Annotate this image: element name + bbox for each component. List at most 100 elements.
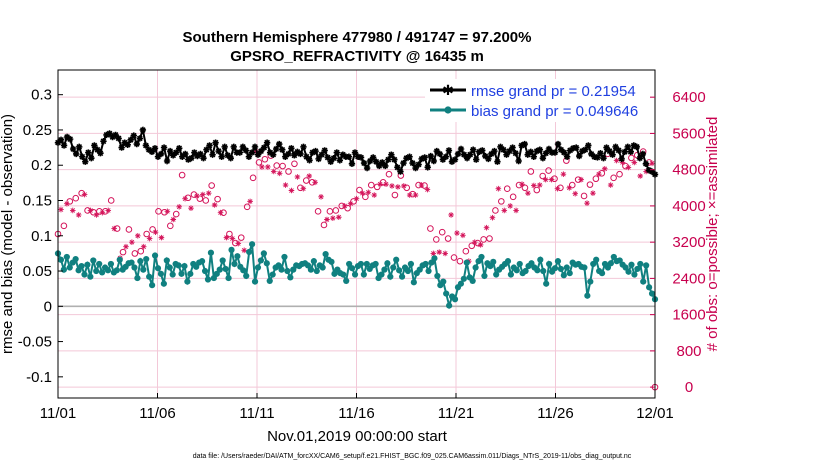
assimilated-point	[288, 187, 295, 194]
rmse-point	[527, 148, 534, 156]
rmse-point	[257, 147, 265, 155]
assimilated-point	[324, 216, 330, 223]
bias-point	[178, 270, 185, 277]
bias-point	[637, 260, 644, 268]
bias-point	[551, 265, 559, 272]
assimilated-point	[140, 243, 147, 250]
series-bias	[54, 241, 659, 310]
rmse-point	[136, 135, 144, 142]
possible-point	[167, 222, 174, 230]
possible-point	[468, 242, 476, 250]
bias-point	[648, 290, 656, 297]
possible-point	[498, 198, 505, 205]
possible-point	[610, 174, 617, 182]
rmse-point	[639, 150, 647, 158]
y2-tick-label: 4000	[672, 198, 705, 215]
rmse-point	[491, 147, 498, 155]
rmse-point	[297, 150, 304, 158]
bias-point	[154, 265, 162, 272]
assimilated-point	[134, 233, 141, 239]
rmse-point	[121, 139, 128, 146]
assimilated-point	[601, 165, 608, 172]
possible-point	[521, 184, 529, 192]
bias-point	[228, 246, 235, 253]
bias-point	[504, 258, 512, 265]
bias-point	[278, 266, 285, 273]
assimilated-point	[58, 206, 64, 213]
assimilated-point	[87, 207, 94, 214]
bias-point	[328, 258, 335, 265]
assimilated-point	[400, 183, 407, 189]
bias-point	[260, 250, 267, 257]
bias-point	[372, 260, 379, 268]
rmse-point	[179, 153, 186, 160]
possible-point	[356, 186, 363, 194]
rmse-point	[176, 145, 183, 152]
rmse-point	[624, 143, 631, 151]
possible-point	[226, 230, 233, 238]
bias-point	[93, 267, 100, 275]
rmse-point	[469, 146, 477, 153]
rmse-point	[148, 148, 156, 156]
assimilated-point	[471, 239, 478, 245]
rmse-point	[60, 142, 68, 149]
rmse-point	[79, 153, 86, 160]
bias-point	[163, 257, 170, 264]
assimilated-point	[596, 171, 602, 177]
possible-point	[592, 175, 600, 183]
possible-point	[628, 154, 635, 162]
y2-tick-label: 1600	[672, 307, 705, 324]
rmse-point	[66, 135, 74, 143]
possible-point	[285, 168, 292, 175]
bias-point	[78, 262, 85, 270]
chart-title: Southern Hemisphere 477980 / 491747 = 97…	[183, 29, 532, 46]
assimilated-point	[531, 182, 537, 189]
rmse-point	[412, 164, 419, 172]
x-tick-label: 11/06	[139, 405, 175, 422]
rmse-point	[594, 154, 601, 161]
bias-point	[225, 274, 232, 282]
possible-point	[208, 182, 215, 189]
rmse-point	[366, 157, 374, 165]
assimilated-point	[513, 207, 519, 214]
bias-point	[422, 260, 429, 268]
possible-point	[462, 247, 470, 255]
possible-point	[456, 257, 464, 265]
rmse-point	[554, 140, 562, 148]
rmse-point	[300, 143, 307, 151]
bias-point	[381, 266, 388, 273]
assimilated-point	[330, 215, 336, 221]
possible-point	[125, 226, 133, 233]
bias-point	[631, 271, 638, 278]
possible-point	[391, 191, 399, 199]
rmse-point	[88, 154, 95, 162]
assimilated-point	[578, 176, 584, 183]
bias-point	[554, 258, 562, 265]
bias-point	[66, 264, 73, 271]
possible-point	[486, 235, 493, 242]
y2-axis-label: # of obs: o=possible; ×=assimilated	[704, 117, 721, 352]
bias-point	[181, 262, 188, 270]
rmse-point	[545, 145, 553, 153]
assimilated-point	[454, 230, 460, 236]
possible-point	[362, 193, 369, 201]
rmse-point	[254, 151, 262, 158]
y-tick-label: -0.05	[18, 334, 52, 351]
possible-point	[616, 170, 623, 178]
assimilated-point	[176, 204, 182, 210]
rmse-point	[582, 146, 589, 153]
assimilated-point	[637, 173, 644, 179]
rmse-point	[221, 143, 228, 151]
bias-point	[469, 277, 476, 285]
bias-point	[248, 241, 256, 248]
rmse-point	[345, 153, 353, 160]
rmse-point	[482, 152, 489, 160]
possible-point	[291, 160, 298, 168]
rmse-point	[403, 154, 410, 162]
possible-point	[255, 159, 263, 166]
rmse-point	[109, 133, 116, 141]
rmse-point	[318, 151, 325, 158]
rmse-point	[269, 151, 277, 158]
rmse-point	[218, 153, 225, 160]
possible-point	[385, 170, 393, 178]
